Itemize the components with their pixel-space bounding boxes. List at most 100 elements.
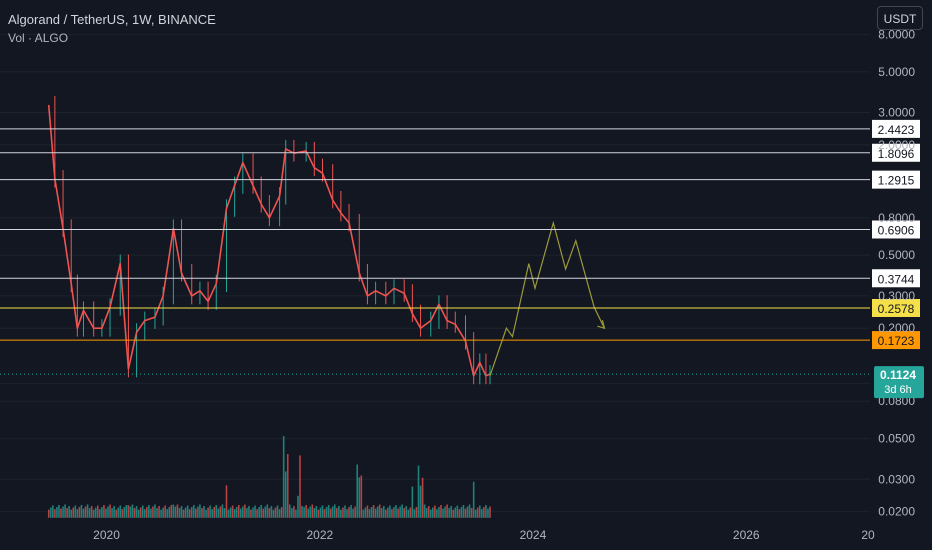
volume-bar <box>370 507 373 518</box>
current-price-badge[interactable] <box>874 366 924 399</box>
volume-bar <box>229 507 232 518</box>
volume-bar <box>352 508 354 518</box>
y-tick-label: 0.3000 <box>878 289 915 303</box>
volume-bar <box>231 505 234 518</box>
volume-bar <box>107 506 109 518</box>
volume-bar <box>421 477 424 518</box>
y-tick-label: 0.5000 <box>878 248 915 262</box>
volume-bar <box>105 508 107 518</box>
level-label: 0.2578 <box>878 302 915 316</box>
level-label: 0.3744 <box>878 272 915 286</box>
level-label-bg <box>872 298 920 317</box>
horizontal-levels[interactable]: 2.4423 1.8096 1.2915 0.6906 0.3744 0.2578 0.17… <box>0 119 920 350</box>
price-axis[interactable]: 8.0000 5.0000 3.0000 2.0000 0.8000 0.5000 0.30… <box>874 27 924 519</box>
x-tick-label: 2026 <box>733 528 760 542</box>
volume-bar <box>427 506 430 518</box>
volume-bar <box>262 508 265 518</box>
volume-bar <box>160 509 162 518</box>
volume-bar <box>472 481 475 518</box>
volume-bar <box>387 507 389 518</box>
volume-bar <box>92 509 95 518</box>
volume-bar <box>94 507 97 518</box>
level-label-bg <box>872 220 920 239</box>
volume-bar <box>213 507 216 518</box>
volume-bar <box>313 508 316 518</box>
volume-bar <box>403 508 406 518</box>
time-axis[interactable]: 2020 2022 2024 2026 20 <box>93 528 875 542</box>
volume-bar <box>389 505 391 518</box>
volume-bar <box>358 477 361 518</box>
volume-bar <box>109 504 111 518</box>
volume-indicator-label[interactable]: Vol · ALGO <box>8 31 69 45</box>
volume-bar <box>319 507 322 518</box>
volume-bar <box>49 507 52 518</box>
volume-bar <box>307 508 309 518</box>
volume-bar <box>356 464 359 518</box>
volume-bar <box>409 507 412 518</box>
volume-bar <box>250 509 252 518</box>
volume-bar <box>188 509 191 518</box>
volume-bar <box>468 504 471 518</box>
volume-bar <box>90 506 93 518</box>
volume-bar <box>284 471 287 518</box>
volume-bar <box>360 475 363 518</box>
volume-bar <box>172 504 175 518</box>
level-label: 1.2915 <box>878 174 915 188</box>
volume-bar <box>315 506 318 518</box>
volume-bar <box>413 509 416 518</box>
volume-bar <box>141 505 144 518</box>
currency-button[interactable]: USDT <box>877 6 923 30</box>
volume-bar <box>344 505 346 518</box>
level-label: 2.4423 <box>878 123 915 137</box>
volume-bar <box>164 505 166 518</box>
volume-bar <box>115 509 117 518</box>
volume-bar <box>295 509 297 518</box>
volume-bar <box>176 504 179 518</box>
volume-bar <box>166 509 169 518</box>
volume-bar <box>248 506 250 518</box>
volume-bar <box>366 505 369 518</box>
volume-bar <box>211 509 213 518</box>
volume-bar <box>260 505 263 518</box>
y-tick-label: 0.0300 <box>878 472 915 486</box>
volume-bar <box>378 504 381 518</box>
x-tick-label: 2024 <box>520 528 547 542</box>
level-label: 0.1723 <box>878 334 915 348</box>
volume-bar <box>301 505 303 518</box>
volume-bar <box>444 506 446 518</box>
volume-bar <box>289 504 291 518</box>
volume-bar <box>462 505 465 518</box>
volume-bar <box>331 506 334 518</box>
volume-bar <box>478 505 481 518</box>
volume-bar <box>423 504 426 518</box>
volume-bar <box>121 509 124 518</box>
volume-bar <box>184 507 187 518</box>
volume-bar <box>397 508 399 518</box>
volume-bar <box>470 507 473 518</box>
volume-bar <box>244 504 246 518</box>
volume-bar <box>385 509 387 518</box>
volume-bar <box>448 508 450 518</box>
volume-bar <box>182 509 185 518</box>
volume-bar <box>305 505 307 518</box>
volume-bar <box>86 504 89 518</box>
y-tick-label: 0.8000 <box>878 211 915 225</box>
volume-bar <box>487 508 489 518</box>
volume-bar <box>411 486 414 518</box>
volume-bar <box>321 505 324 518</box>
volume-bar <box>401 504 403 518</box>
y-tick-label: 5.0000 <box>878 65 915 79</box>
volume-bar <box>197 506 199 518</box>
x-tick-label: 2022 <box>307 528 334 542</box>
volume-bar <box>235 507 238 518</box>
volume-bar <box>450 506 452 518</box>
volume-bar <box>180 506 183 518</box>
volume-bar <box>327 505 330 518</box>
volume-bar <box>192 505 195 518</box>
volume-bar <box>219 506 222 518</box>
symbol-title[interactable]: Algorand / TetherUS, 1W, BINANCE <box>8 12 216 27</box>
volume-bar <box>374 508 377 518</box>
level-label-bg <box>872 170 920 189</box>
projection-arrowhead <box>597 320 606 330</box>
